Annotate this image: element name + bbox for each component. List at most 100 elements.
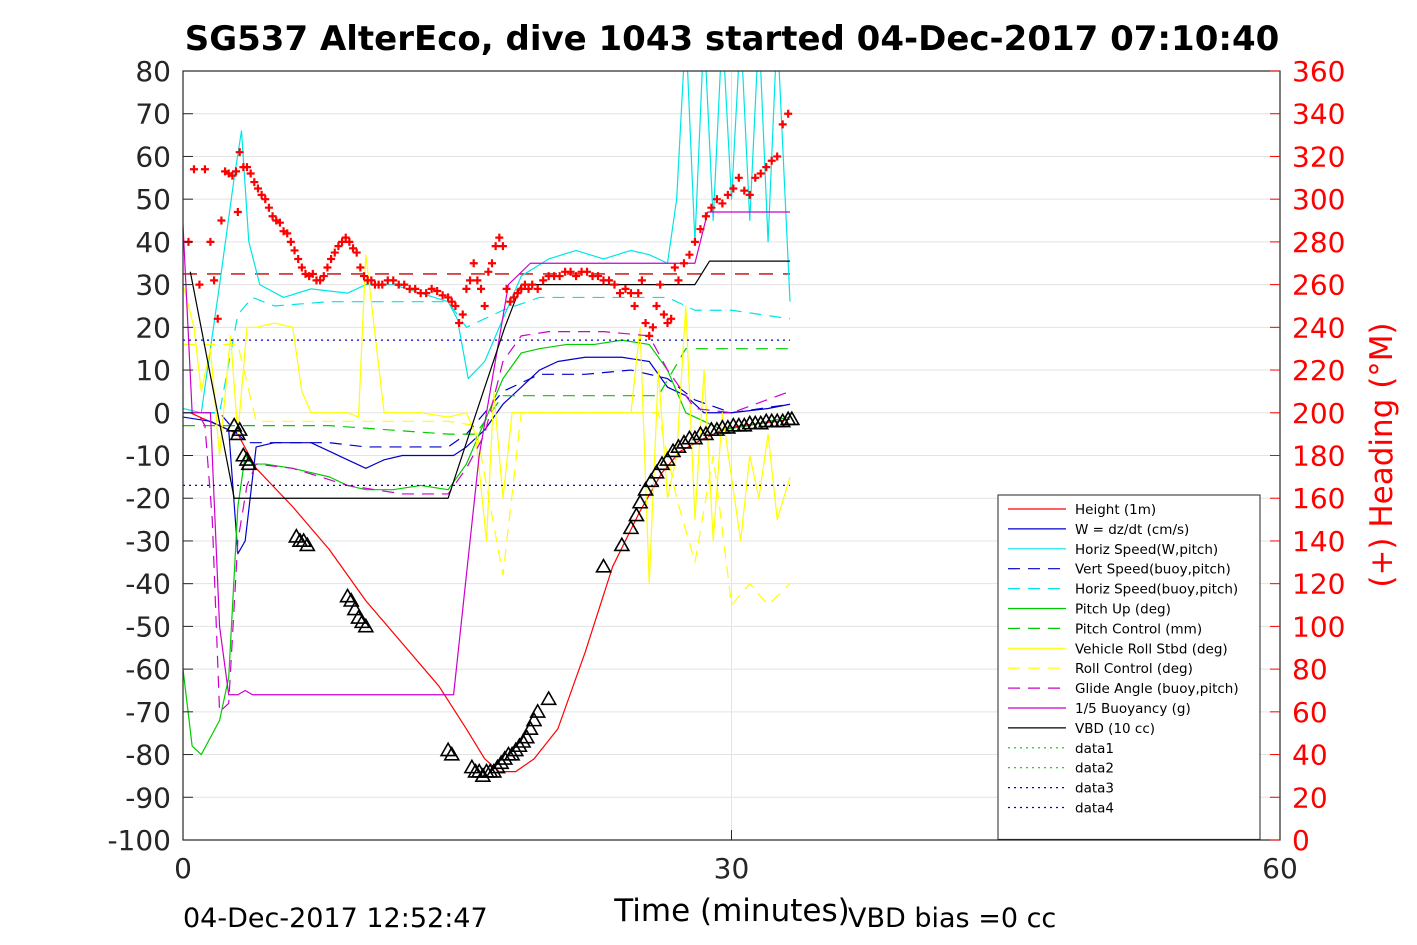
triangle-marker [540, 690, 558, 706]
left-y-tick-label: 80 [135, 55, 171, 88]
legend-entry: VBD (10 cc) [1075, 721, 1155, 737]
triangle-marker [492, 754, 510, 770]
heading-point [217, 216, 226, 225]
heading-point [264, 203, 273, 212]
heading-point [645, 331, 654, 340]
heading-point [778, 120, 787, 129]
heading-point [297, 263, 306, 272]
left-y-tick-label: 70 [135, 98, 171, 131]
plot-area [183, 71, 801, 782]
heading-point [520, 280, 529, 289]
heading-point [637, 276, 646, 285]
right-y-tick-label: 40 [1292, 739, 1328, 772]
triangle-marker [496, 750, 514, 765]
heading-point [605, 276, 614, 285]
left-y-tick-label: -50 [125, 610, 171, 643]
heading-point [621, 284, 630, 293]
heading-point [583, 267, 592, 276]
right-y-tick-label: 140 [1292, 525, 1345, 558]
triangle-marker [664, 442, 682, 458]
heading-point [745, 190, 754, 199]
right-y-axis-label: (+) Heading (°M) [1364, 322, 1400, 587]
legend-entry: Horiz Speed(W,pitch) [1075, 542, 1218, 558]
heading-point [283, 229, 292, 238]
heading-point [480, 301, 489, 310]
heading-point [630, 301, 639, 310]
heading-point [555, 272, 564, 281]
heading-point [634, 289, 643, 298]
heading-point [784, 109, 793, 118]
triangle-marker [522, 720, 539, 735]
triangle-marker [637, 481, 654, 496]
right-y-tick-label: 340 [1292, 98, 1345, 131]
legend-entry: data1 [1075, 741, 1114, 757]
triangle-marker [225, 416, 243, 432]
triangle-marker [670, 438, 687, 454]
heading-point [615, 289, 624, 298]
right-y-tick-label: 20 [1292, 781, 1328, 814]
heading-point [648, 323, 657, 332]
right-y-tick-label: 320 [1292, 140, 1345, 173]
triangle-marker [298, 536, 316, 552]
legend-entry: Horiz Speed(buoy,pitch) [1075, 582, 1238, 598]
triangle-marker [697, 425, 715, 441]
legend-entry: data3 [1075, 781, 1114, 797]
heading-point [477, 284, 486, 293]
x-tick-label: 60 [1262, 852, 1298, 885]
right-y-tick-label: 180 [1292, 440, 1345, 473]
right-y-tick-label: 220 [1292, 354, 1345, 387]
triangle-marker [653, 455, 671, 471]
heading-point [257, 190, 266, 199]
heading-point [626, 289, 635, 298]
heading-point [756, 169, 765, 178]
right-y-tick-label: 360 [1292, 55, 1345, 88]
right-y-tick-label: 100 [1292, 610, 1345, 643]
heading-point [572, 272, 581, 281]
heading-point [528, 280, 537, 289]
triangle-marker [708, 421, 726, 436]
series-line [189, 260, 791, 499]
heading-point [484, 267, 493, 276]
triangle-marker [346, 600, 364, 616]
heading-point [740, 186, 749, 195]
right-y-tick-label: 200 [1292, 397, 1345, 430]
legend-entry: data2 [1075, 761, 1114, 777]
triangle-marker [613, 536, 631, 552]
heading-point [210, 276, 219, 285]
triangle-marker [686, 429, 704, 445]
triangle-marker [675, 434, 693, 449]
heading-point [767, 156, 776, 165]
footer-vbd-bias: VBD bias =0 cc [848, 903, 1056, 934]
heading-point [232, 167, 241, 176]
heading-point [268, 212, 277, 221]
heading-point [670, 263, 679, 272]
heading-point [690, 237, 699, 246]
heading-point [659, 310, 668, 319]
x-axis-label: Time (minutes) [613, 893, 849, 929]
heading-point [751, 173, 760, 182]
heading-point [250, 178, 259, 187]
x-tick-label: 0 [174, 852, 192, 885]
heading-point [308, 269, 317, 278]
series-line [183, 369, 791, 448]
heading-point [275, 218, 284, 227]
triangle-marker [511, 737, 528, 753]
triangle-marker [735, 416, 753, 432]
heading-point [356, 263, 365, 272]
heading-point [235, 148, 244, 157]
series-line [183, 348, 791, 435]
left-y-tick-label: -30 [125, 525, 171, 558]
right-y-tick-label: 260 [1292, 269, 1345, 302]
heading-point [233, 207, 242, 216]
legend-entry: Vehicle Roll Stbd (deg) [1075, 641, 1228, 657]
heading-point [447, 297, 456, 306]
heading-point [438, 291, 447, 300]
right-y-tick-label: 0 [1292, 824, 1310, 857]
triangle-marker [474, 767, 492, 782]
heading-point [533, 284, 542, 293]
heading-point [685, 250, 694, 259]
triangle-marker [231, 421, 249, 436]
heading-point [213, 314, 222, 323]
heading-point [667, 314, 676, 323]
